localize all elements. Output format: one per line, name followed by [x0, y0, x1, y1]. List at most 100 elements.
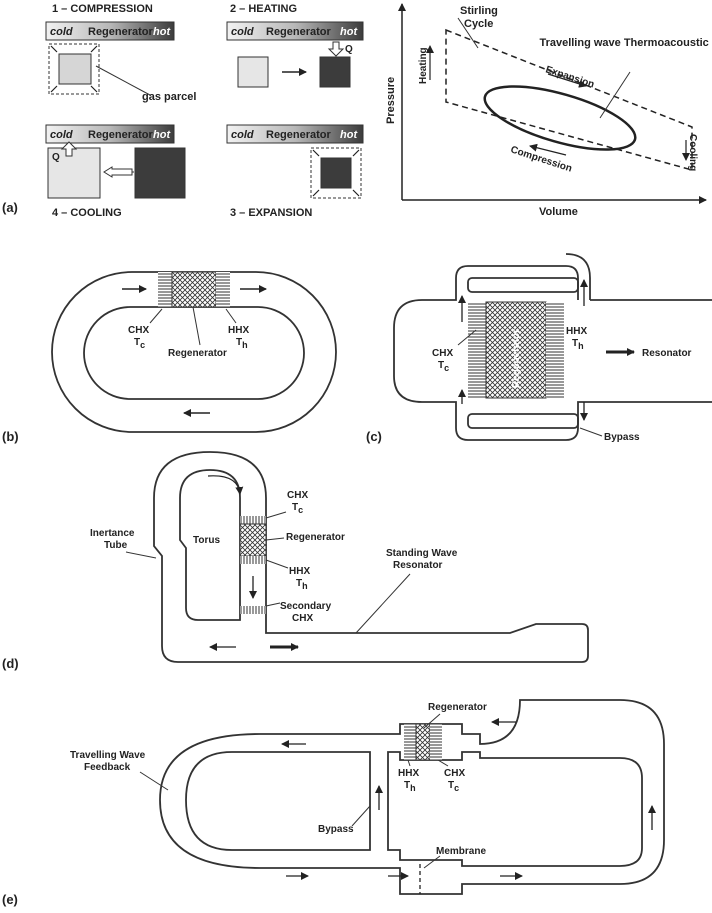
inertance-label: Inertance [90, 528, 135, 539]
engine-label: Travelling wave Thermoacoustic Engine [539, 37, 712, 49]
regenerator-block [239, 523, 267, 557]
standing-resonator-label: Resonator [393, 560, 443, 571]
heating-label: Heating [418, 47, 429, 84]
regenerator-leader [265, 537, 285, 541]
compression-arrow [529, 143, 567, 156]
regenerator-block [415, 723, 431, 761]
hhx-label: HHX [228, 325, 249, 336]
chx-label: CHX [128, 325, 149, 336]
volume-axis-label: Volume [539, 206, 578, 218]
bypass-top-inner [467, 277, 579, 293]
engine-leader [599, 71, 631, 119]
heat-in-arrow [327, 41, 345, 57]
bypass-top [565, 253, 591, 300]
regenerator-bar-4: cold Regenerator hot [45, 124, 175, 144]
regenerator-leader [423, 713, 441, 729]
hhx-leader [225, 308, 237, 324]
expansion-label: Expansion [544, 64, 596, 90]
pressure-axis-label: Pressure [385, 77, 397, 124]
bar-hot-label: hot [340, 26, 358, 38]
expand-arrows [312, 149, 360, 197]
bar-cold-label: cold [231, 26, 254, 38]
tc-label: Tc [134, 337, 145, 350]
gas-parcel-leader [95, 65, 151, 96]
membrane-leader [423, 855, 441, 869]
gas-parcel-label: gas parcel [142, 91, 196, 103]
outer-loop [159, 699, 665, 895]
hhx-fins [404, 724, 416, 760]
expansion-arrow [547, 73, 587, 88]
circulation-arrow [207, 475, 244, 495]
regenerator-block [485, 301, 547, 399]
inner-loop-right [387, 751, 643, 867]
regenerator-label: Regenerator [168, 348, 227, 359]
step-expansion-label: 3 – EXPANSION [230, 207, 312, 219]
tc-label: Tc [448, 780, 459, 793]
bypass-label: Bypass [604, 432, 640, 443]
chx-fins [240, 516, 266, 524]
feedback-label-1: Travelling Wave [70, 750, 146, 761]
regenerator-label: Regenerator [428, 702, 487, 713]
feedback-label-2: Feedback [84, 762, 131, 773]
tc-label: Tc [292, 502, 303, 515]
panel-d: (d) Torus Inertance Tube CHX Tc Regenera… [2, 451, 589, 671]
regenerator-bar-1: cold Regenerator hot [45, 21, 175, 41]
torus-inner [179, 469, 241, 621]
panel-b: (b) CHX Tc Regenerator HHX Th [2, 271, 337, 444]
secondary-chx-fins [240, 606, 266, 614]
heat-out-arrow [60, 141, 78, 157]
th-label: Th [572, 338, 584, 351]
hhx-label: HHX [289, 566, 310, 577]
th-label: Th [296, 578, 308, 591]
hhx-fins [240, 556, 266, 564]
bar-regenerator-label: Regenerator [88, 26, 154, 38]
th-label: Th [404, 780, 416, 793]
hhx-fins [546, 302, 564, 398]
bypass-label: Bypass [318, 824, 354, 835]
tc-label: Tc [438, 360, 449, 373]
pv-diagram: Pressure Volume Stirling Cycle Travellin… [385, 3, 712, 218]
chx-leader [437, 759, 449, 767]
regenerator-bar-3: cold Regenerator hot [226, 124, 364, 144]
bar-hot-label: hot [340, 129, 358, 141]
parcel-cold [237, 56, 269, 88]
step-compression-label: 1 – COMPRESSION [52, 3, 153, 15]
bar-regenerator-label: Regenerator [88, 129, 154, 141]
standing-wave-label: Standing Wave [386, 548, 458, 559]
stirling-label-2: Cycle [464, 18, 493, 30]
regenerator-leader [192, 306, 201, 346]
torus-outer [153, 451, 589, 663]
panel-label-a: (a) [2, 200, 18, 215]
hhx-leader [407, 759, 411, 767]
stirling-leader [457, 17, 479, 49]
th-label: Th [236, 337, 248, 350]
regenerator-label: Regenerator [286, 532, 345, 543]
panel-a: (a) 1 – COMPRESSION cold Regenerator hot… [2, 3, 712, 219]
chx-leader [265, 511, 287, 519]
chx-label: CHX [432, 348, 453, 359]
hhx-label: HHX [398, 768, 419, 779]
casing-outer [393, 265, 712, 441]
bar-cold-label: cold [50, 26, 73, 38]
regenerator-bar-2: cold Regenerator hot [226, 21, 364, 41]
chx-label: CHX [444, 768, 465, 779]
secondary-leader [265, 602, 281, 607]
bar-cold-label: cold [50, 129, 73, 141]
bypass-leader [351, 805, 371, 827]
feedback-leader [139, 771, 169, 791]
inertance-leader [125, 551, 157, 559]
panel-label-d: (d) [2, 656, 19, 671]
engine-cycle-ellipse [483, 85, 637, 151]
return-arrow [103, 166, 133, 178]
panel-e: (e) Travelling Wave Feedback Regenerator… [2, 699, 665, 907]
chx-leader [149, 308, 163, 324]
parcel-hot-2 [134, 147, 186, 199]
bypass-bottom-inner [467, 413, 579, 429]
compress-arrows [50, 45, 98, 93]
cooling-label: Cooling [687, 134, 698, 171]
step-cooling-label: 4 – COOLING [52, 207, 122, 219]
stirling-label-1: Stirling [460, 5, 498, 17]
parcel-expanding [320, 157, 352, 189]
hhx-label: HHX [566, 326, 587, 337]
